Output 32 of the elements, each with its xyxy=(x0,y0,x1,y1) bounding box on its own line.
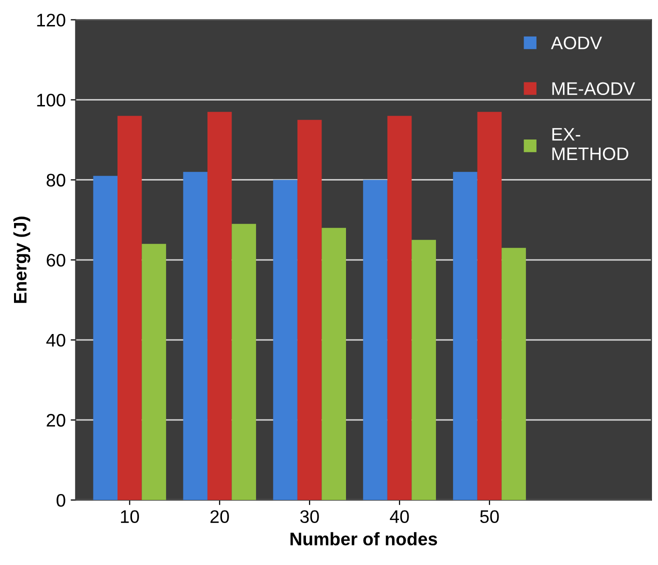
x-tick-label: 30 xyxy=(300,510,319,524)
bar xyxy=(183,172,208,500)
y-tick-label: 20 xyxy=(46,414,66,427)
x-axis-title: Number of nodes xyxy=(290,532,438,546)
y-tick-label: 40 xyxy=(46,334,66,347)
bar xyxy=(322,228,346,500)
y-tick-label: 120 xyxy=(37,14,66,26)
bar xyxy=(387,116,412,500)
bar xyxy=(297,120,322,500)
x-tick-label: 10 xyxy=(120,510,139,524)
legend-label: ME-AODV xyxy=(552,82,636,96)
x-tick-label: 40 xyxy=(390,510,409,524)
bar xyxy=(502,248,526,500)
bar xyxy=(453,172,478,500)
bar xyxy=(363,180,388,500)
bar xyxy=(207,112,232,500)
x-tick-label: 20 xyxy=(210,510,229,524)
y-tick-label: 60 xyxy=(46,254,66,267)
y-axis-title: Energy (J) xyxy=(13,216,30,303)
bar xyxy=(273,180,298,500)
legend-label: EX- METHOD xyxy=(552,128,628,160)
bar xyxy=(232,224,256,500)
y-tick-label: 80 xyxy=(46,174,66,187)
bar xyxy=(477,112,502,500)
bar xyxy=(142,244,166,500)
y-tick-label: 100 xyxy=(37,94,66,107)
y-tick-label: 0 xyxy=(56,494,66,507)
x-tick-label: 50 xyxy=(480,510,499,524)
legend-label: AODV xyxy=(550,36,602,50)
bar xyxy=(118,116,142,500)
bar xyxy=(93,176,118,500)
bar xyxy=(412,240,436,500)
